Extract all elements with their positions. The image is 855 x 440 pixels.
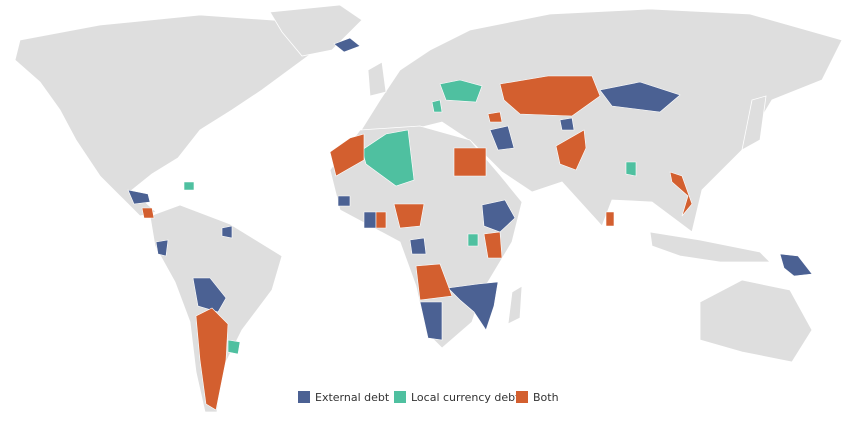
- japan: [741, 95, 767, 151]
- north-america: [14, 14, 331, 217]
- country: [195, 307, 229, 411]
- country: [415, 263, 453, 301]
- madagascar: [507, 285, 523, 325]
- country: [481, 199, 516, 233]
- country: [192, 277, 227, 313]
- country: [599, 81, 681, 113]
- country: [393, 203, 425, 229]
- countries: [127, 37, 813, 411]
- country: [333, 37, 361, 53]
- country: [483, 231, 503, 259]
- legend-label: Both: [533, 391, 559, 404]
- country: [487, 111, 503, 123]
- country: [155, 239, 169, 257]
- country: [227, 339, 241, 355]
- legend-swatch: [298, 391, 310, 403]
- country: [431, 99, 443, 113]
- indonesia: [649, 231, 771, 263]
- legend-swatch: [516, 391, 528, 403]
- country: [419, 301, 443, 341]
- land: [14, 4, 843, 413]
- country: [669, 171, 693, 217]
- country: [329, 133, 365, 177]
- legend-swatch: [394, 391, 406, 403]
- legend-label: External debt: [315, 391, 390, 404]
- eurasia: [359, 8, 843, 233]
- country: [779, 253, 813, 277]
- country: [375, 211, 387, 229]
- country: [409, 237, 427, 255]
- country: [221, 225, 233, 239]
- country: [555, 129, 587, 171]
- country: [489, 125, 515, 151]
- country: [447, 281, 499, 331]
- country: [127, 189, 151, 205]
- country: [499, 75, 601, 117]
- country: [361, 129, 415, 187]
- country: [141, 207, 155, 219]
- uk: [367, 61, 387, 97]
- greenland: [269, 4, 363, 57]
- country: [363, 211, 377, 229]
- country: [625, 161, 637, 177]
- country: [183, 181, 195, 191]
- country: [439, 79, 483, 103]
- country: [559, 117, 575, 131]
- legend-label: Local currency debt: [411, 391, 520, 404]
- country: [453, 147, 487, 177]
- australia: [699, 279, 813, 363]
- legend: External debt Local currency debt Both: [298, 391, 559, 404]
- country: [605, 211, 615, 227]
- country: [337, 195, 351, 207]
- country: [467, 233, 479, 247]
